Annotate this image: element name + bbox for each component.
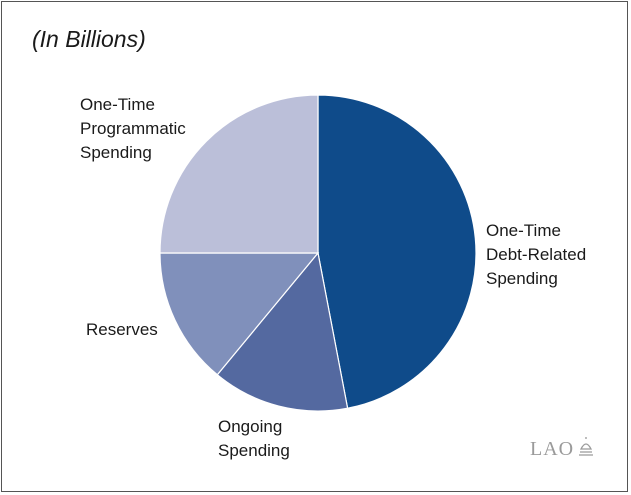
slice-label-line: Programmatic — [80, 119, 186, 138]
slice-label-line: One-Time — [80, 95, 155, 114]
slice-label-line: Debt-Related — [486, 245, 586, 264]
chart-subtitle: (In Billions) — [32, 26, 146, 52]
slice-label-3: One-Time Programmatic Spending — [80, 95, 186, 162]
pie-slices — [159, 94, 477, 412]
logo-text: LAO — [530, 438, 575, 460]
slice-label-line: Reserves — [86, 320, 158, 339]
pie-slice-1 — [216, 251, 349, 412]
slice-label-line: One-Time — [486, 221, 561, 240]
slice-label-0: One-Time Debt-Related Spending — [486, 221, 586, 288]
pie-slice-3 — [159, 94, 319, 254]
slice-label-line: Spending — [486, 269, 558, 288]
slice-label-line: Spending — [80, 143, 152, 162]
pie-labels: One-Time Debt-Related Spending Ongoing Spend… — [80, 95, 586, 460]
dome-icon — [579, 437, 594, 456]
lao-logo: LAO — [530, 437, 597, 461]
pie-slice-0 — [317, 94, 477, 409]
slice-label-2: Reserves — [86, 320, 158, 339]
slice-label-line: Spending — [218, 441, 290, 460]
slice-label-1: Ongoing Spending — [218, 417, 290, 460]
pie-slice-2 — [159, 252, 320, 376]
slice-label-line: Ongoing — [218, 417, 282, 436]
